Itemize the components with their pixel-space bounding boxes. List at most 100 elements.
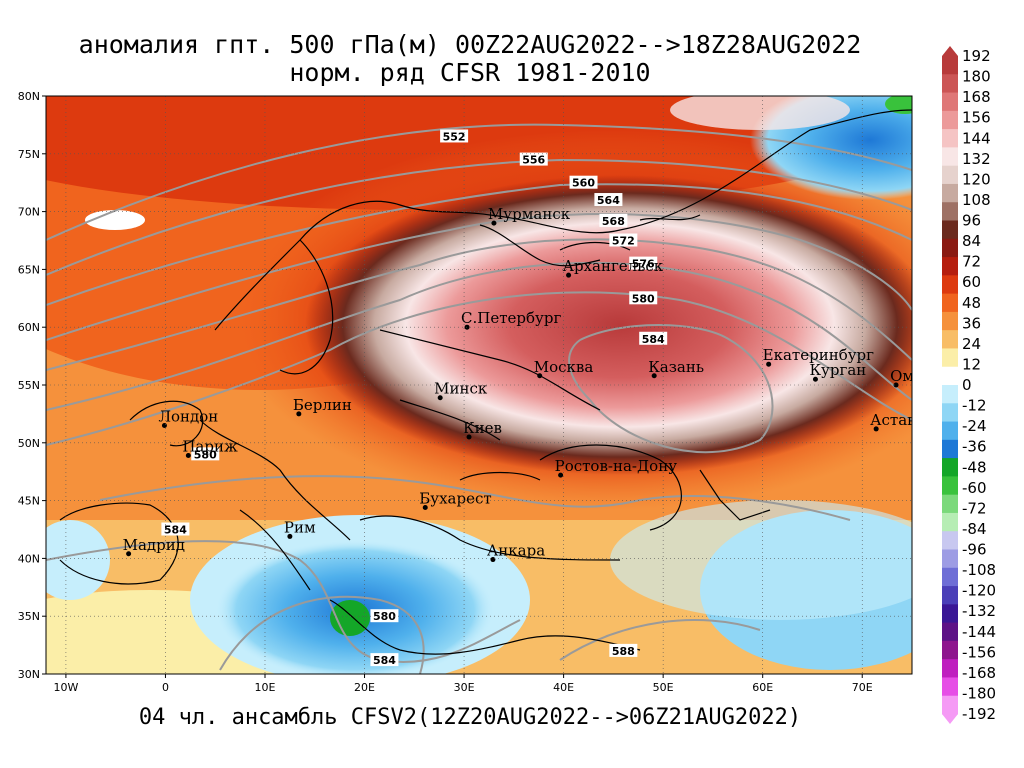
x-tick-label: 40E <box>553 681 574 694</box>
contour-label-box <box>609 233 638 247</box>
x-tick-label: 30E <box>454 681 475 694</box>
y-tick-label: 75N <box>18 148 40 161</box>
grid-dots <box>46 96 912 674</box>
colorbar-label: -48 <box>962 458 987 476</box>
colorbar-label: 24 <box>962 335 981 353</box>
city-label: Омск <box>890 367 932 385</box>
colorbar-swatch <box>942 129 958 148</box>
field-ridge-core <box>305 175 912 475</box>
field-se-pale <box>610 500 912 620</box>
colorbar-label: -156 <box>962 643 996 661</box>
contour-label-box <box>370 653 399 667</box>
contour-label-box <box>569 175 598 189</box>
colorbar-arrow-top <box>942 46 958 56</box>
colorbar-swatch <box>942 695 958 715</box>
colorbar-swatch <box>942 494 958 514</box>
colorbar-label: 84 <box>962 232 981 250</box>
field-arctic-green <box>885 96 912 114</box>
colorbar-swatch <box>942 92 958 112</box>
city-label: Москва <box>534 358 594 376</box>
city-marker <box>812 376 818 382</box>
colorbar-swatch <box>942 257 958 276</box>
colorbar-swatch <box>942 311 958 331</box>
contour-label-box <box>161 522 190 536</box>
colorbar-label: 0 <box>962 376 972 394</box>
colorbar-label: 12 <box>962 355 981 373</box>
colorbar-label: 156 <box>962 109 991 127</box>
colorbar-swatch <box>942 293 958 313</box>
colorbar-swatch <box>942 659 958 678</box>
city-label: Киев <box>463 419 502 437</box>
colorbar-swatch <box>942 677 958 697</box>
chart-title: аномалия гпт. 500 гПа(м) 00Z22AUG2022-->… <box>78 30 862 59</box>
city-marker <box>566 272 572 278</box>
city-marker <box>464 324 470 330</box>
colorbar-swatch <box>942 622 958 642</box>
contour-label: 568 <box>602 215 625 228</box>
contour-label: 552 <box>443 130 466 143</box>
colorbar-label: -12 <box>962 397 987 415</box>
colorbar-swatch <box>942 74 958 94</box>
city-label: Екатеринбург <box>763 346 874 364</box>
y-tick-label: 80N <box>18 90 40 103</box>
chart-subtitle: норм. ряд CFSR 1981-2010 <box>289 58 651 87</box>
colorbar-label: 132 <box>962 150 991 168</box>
colorbar-label: 120 <box>962 170 991 188</box>
contour-label-box <box>440 129 469 143</box>
field-arctic-white <box>670 96 850 130</box>
colorbar-swatch <box>942 512 958 532</box>
y-tick-label: 30N <box>18 668 40 681</box>
field-pale-spot <box>85 210 145 230</box>
city-marker <box>873 426 879 432</box>
contour-label-box <box>629 256 658 270</box>
contour-label-box <box>519 152 548 166</box>
colorbar: 1921801681561441321201089684726048362412… <box>942 46 996 724</box>
city-marker <box>766 361 772 367</box>
contour-label: 584 <box>164 524 187 537</box>
colorbar-swatch <box>942 586 958 605</box>
colorbar-swatch <box>942 110 958 130</box>
colorbar-label: 72 <box>962 253 981 271</box>
colorbar-swatch <box>942 458 958 477</box>
contour-label: 572 <box>612 235 635 248</box>
colorbar-swatch <box>942 202 958 221</box>
contour-label: 580 <box>373 610 396 623</box>
x-tick-label: 70E <box>852 681 873 694</box>
contour-label: 580 <box>194 448 217 461</box>
city-label: Архангельск <box>563 257 664 275</box>
city-label: Курган <box>809 361 866 379</box>
chart-footer: 04 чл. ансамбль CFSV2(12Z20AUG2022-->06Z… <box>138 705 802 730</box>
city-label: Рим <box>284 518 316 536</box>
city-marker <box>422 505 428 511</box>
colorbar-label: 48 <box>962 294 981 312</box>
contour-label: 584 <box>373 654 396 667</box>
colorbar-swatch <box>942 531 958 550</box>
colorbar-arrow-bottom <box>942 714 958 724</box>
contour-label-box <box>594 193 623 207</box>
contour-label-box <box>191 447 220 461</box>
x-tick-label: 50E <box>653 681 674 694</box>
y-tick-label: 70N <box>18 206 40 219</box>
contour-label: 556 <box>522 154 545 167</box>
contour-label-box <box>370 609 399 623</box>
colorbar-swatch <box>942 348 958 368</box>
colorbar-label: -180 <box>962 684 996 702</box>
city-marker <box>651 373 657 379</box>
city-label: Минск <box>434 380 488 398</box>
y-tick-label: 40N <box>18 552 40 565</box>
colorbar-label: -108 <box>962 561 996 579</box>
city-label: Париж <box>182 438 238 456</box>
colorbar-swatch <box>942 220 958 240</box>
contour-label: 576 <box>632 258 655 271</box>
axis-ticks: 30N 35N 40N 45N 50N 55N 60N 65N 70N 75N 80N 10W 0 10E… <box>18 90 873 694</box>
colorbar-swatch <box>942 147 958 167</box>
y-tick-label: 35N <box>18 610 40 623</box>
city-label: Ростов-на-Дону <box>555 457 678 475</box>
colorbar-label: -84 <box>962 520 987 538</box>
y-tick-label: 65N <box>18 263 40 276</box>
city-marker <box>287 533 293 539</box>
colorbar-label: -36 <box>962 438 987 456</box>
contour-label-box <box>599 213 628 227</box>
colorbar-swatch <box>942 640 958 660</box>
